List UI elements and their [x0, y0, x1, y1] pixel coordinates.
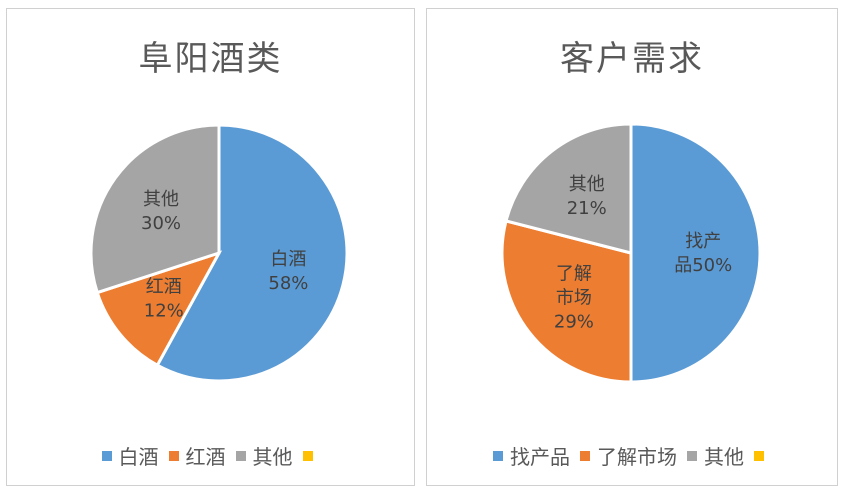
- legend-item: [754, 450, 771, 461]
- legend-swatch: [687, 450, 697, 461]
- legend-label: 其他: [704, 445, 744, 469]
- legend-swatch: [754, 450, 764, 461]
- chart-legend: 找产品 了解市场 其他: [427, 441, 837, 470]
- pie-chart-panel-liquor: 阜阳酒类 白酒 58% 红酒 12% 其他 30% 白酒 红酒 其他: [6, 8, 415, 486]
- chart-legend: 白酒 红酒 其他: [7, 441, 414, 470]
- slice-label: 白酒 58%: [268, 249, 308, 294]
- pie-chart: 白酒 58% 红酒 12% 其他 30%: [89, 123, 349, 383]
- legend-label: 找产品: [510, 445, 570, 469]
- chart-title: 客户需求: [560, 39, 704, 79]
- pie-slice: [89, 123, 221, 295]
- slice-label: 了解市场 29%: [554, 263, 594, 332]
- pie-slice: [155, 123, 349, 383]
- legend-swatch: [302, 450, 313, 461]
- pie-slice: [95, 250, 223, 368]
- slice-label: 红酒 12%: [144, 277, 184, 322]
- pie-chart-panel-customer-demand: 客户需求 找产品50% 了解市场 29% 其他 21% 找产品 了解市场 其他: [426, 8, 838, 486]
- pie-slice: [500, 219, 633, 384]
- legend-label: 了解市场: [597, 445, 677, 469]
- slice-label: 其他 21%: [567, 174, 607, 219]
- legend-item: 找产品: [493, 441, 570, 470]
- slice-label: 其他 30%: [141, 189, 181, 234]
- legend-label: 红酒: [185, 445, 226, 469]
- legend-item: 其他: [687, 441, 744, 470]
- legend-item: 了解市场: [580, 441, 677, 470]
- pie-slice: [629, 122, 762, 384]
- pie-chart: 找产品50% 了解市场 29% 其他 21%: [500, 122, 762, 384]
- legend-label: 白酒: [118, 445, 159, 469]
- legend-item: 红酒: [168, 441, 226, 470]
- legend-label: 其他: [252, 445, 293, 469]
- legend-swatch: [168, 450, 179, 461]
- legend-swatch: [101, 450, 112, 461]
- legend-swatch: [235, 450, 246, 461]
- legend-item: 白酒: [101, 441, 159, 470]
- pie-slice: [504, 122, 633, 255]
- slice-label: 找产品50%: [674, 231, 732, 276]
- legend-item: 其他: [235, 441, 293, 470]
- legend-swatch: [493, 450, 503, 461]
- legend-item: [302, 450, 320, 461]
- legend-swatch: [580, 450, 590, 461]
- chart-title: 阜阳酒类: [138, 39, 283, 79]
